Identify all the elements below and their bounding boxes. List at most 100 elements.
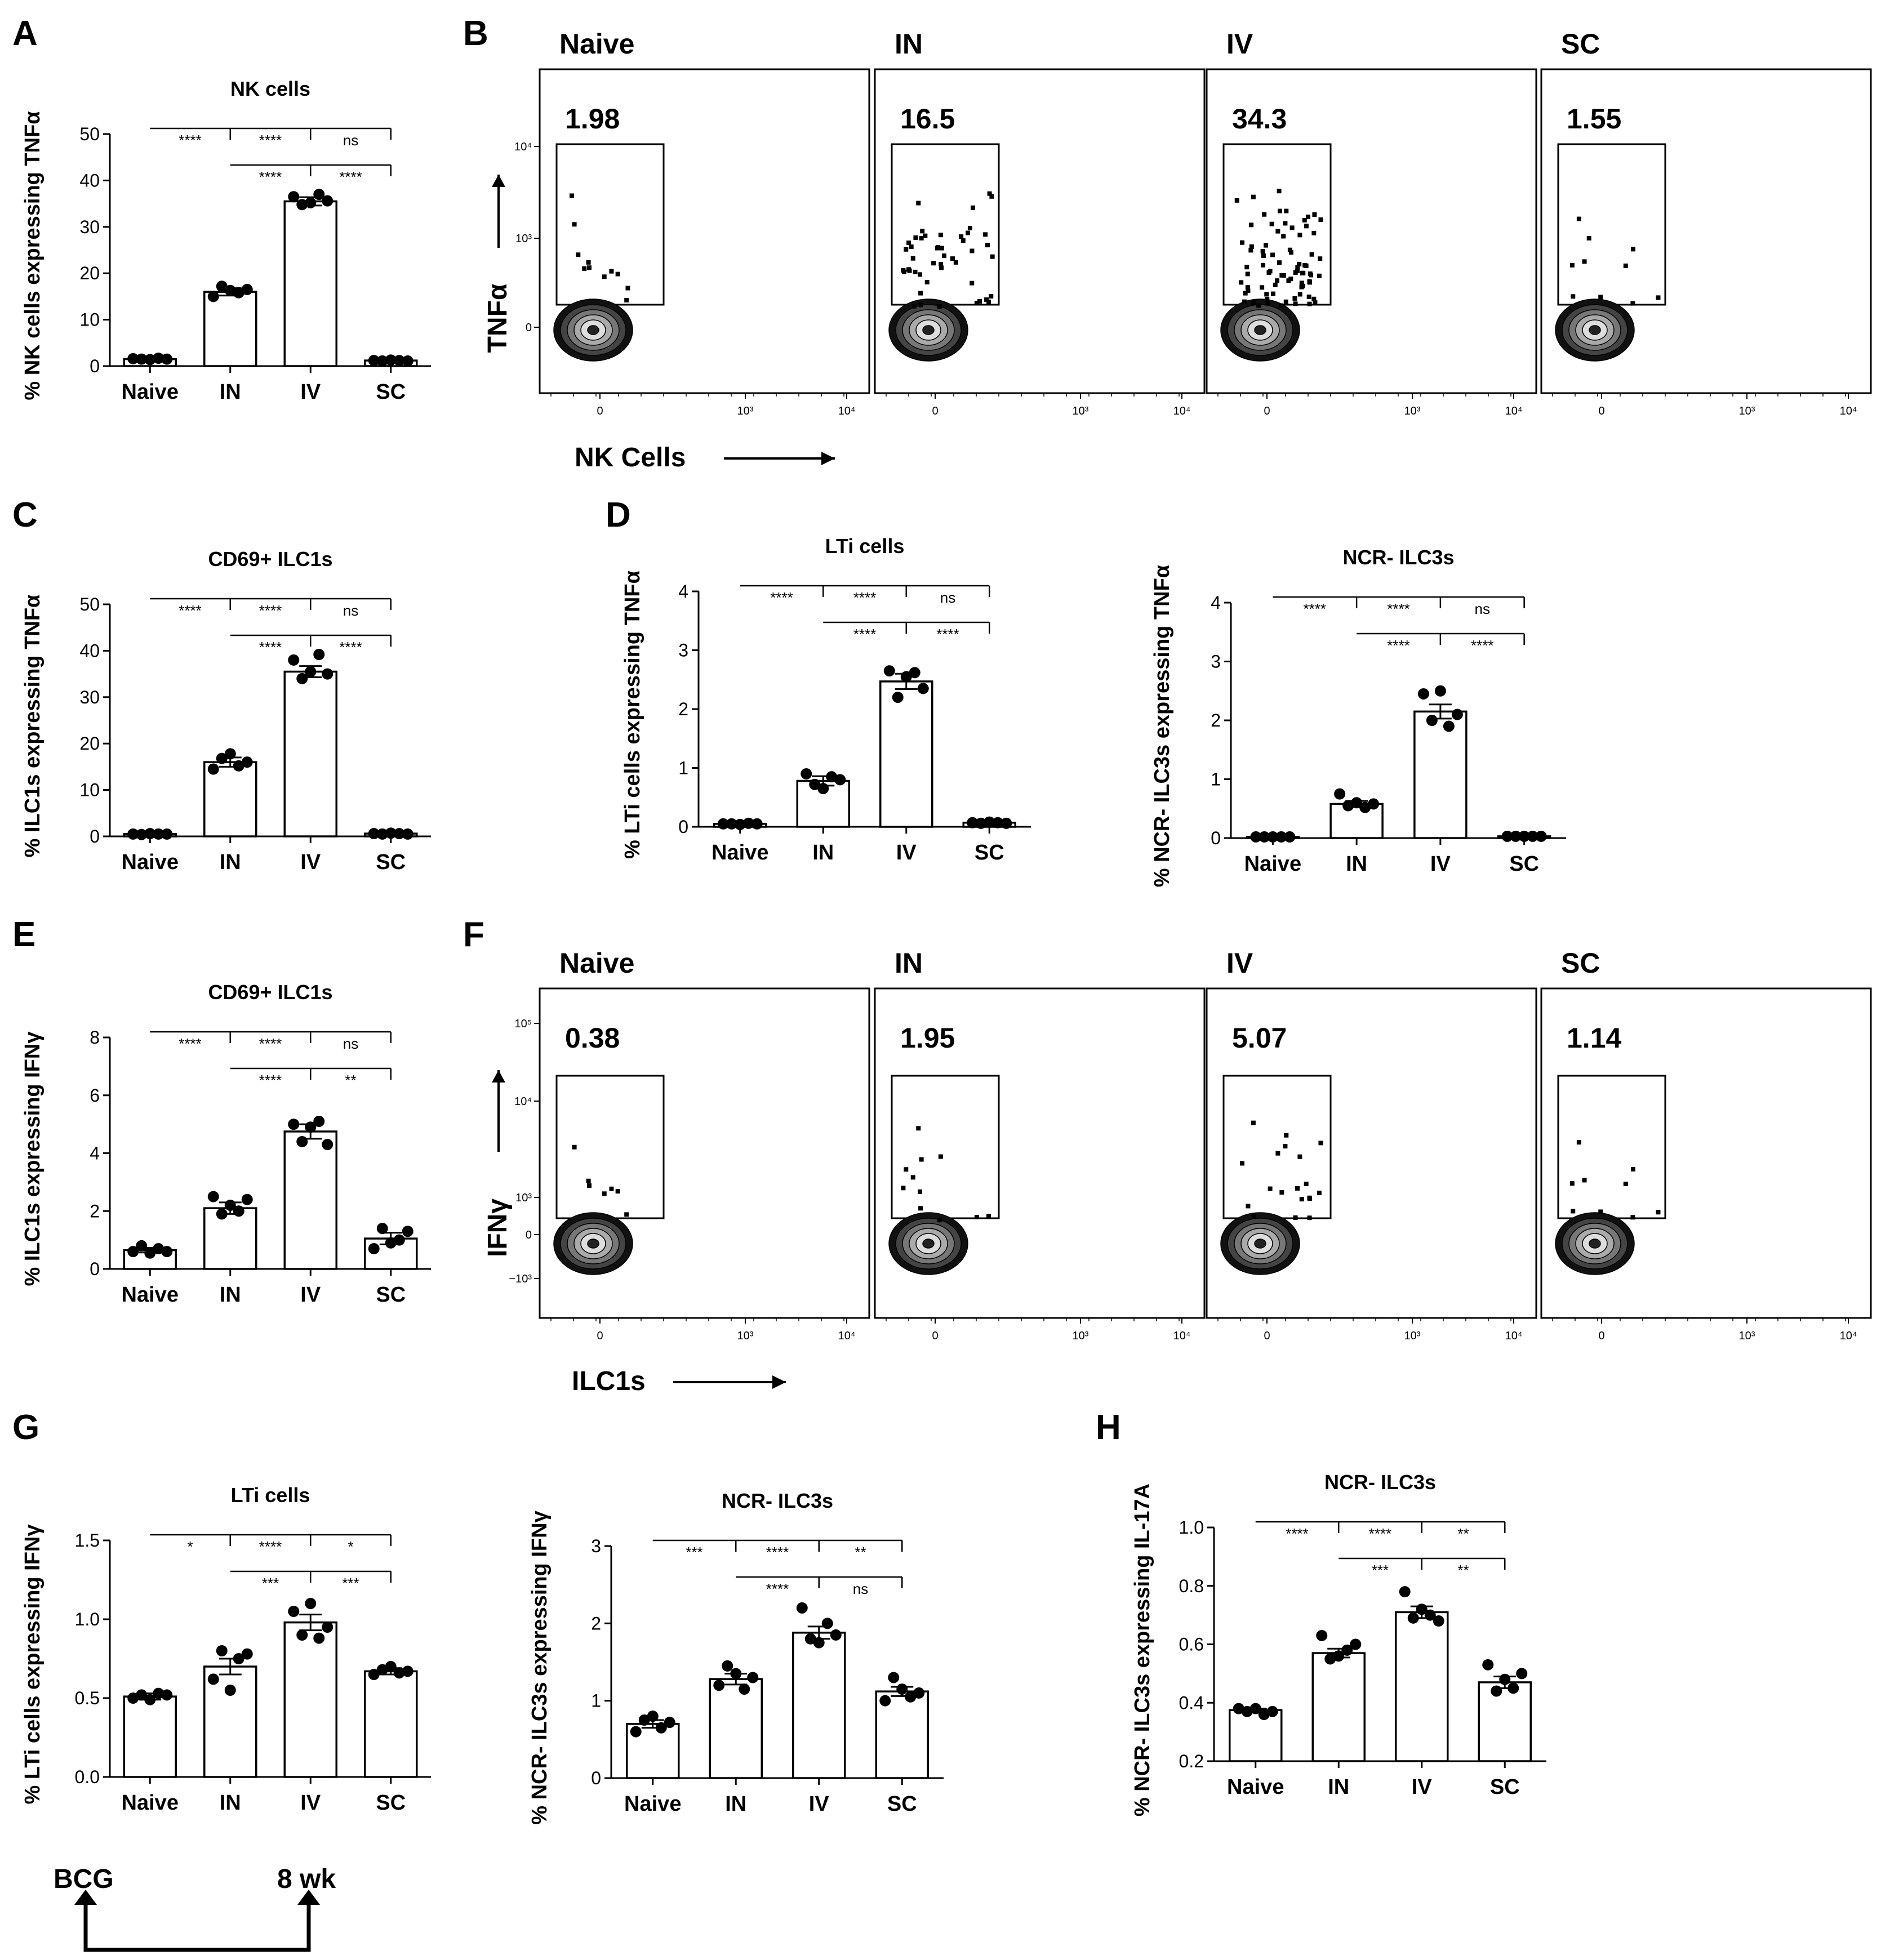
event-dot [1270,291,1275,296]
data-point [136,1689,148,1701]
x-category-label: SC [376,850,406,874]
y-tick-label: 1.0 [1179,1517,1204,1538]
y-tick-label: 40 [79,640,100,661]
bar-iv [283,200,337,367]
y-tick-label: 1 [678,758,688,778]
event-dot [1242,299,1247,304]
x-category-label: Naive [1244,852,1301,876]
significance-label: **** [1387,637,1409,654]
event-dot [582,266,587,271]
flow-plot-naive: Naive 0.38 0 10³ 10⁴ [539,947,870,1342]
x-tick-label: 0 [597,1330,603,1342]
data-point [296,1629,308,1641]
event-dot [1246,1204,1251,1209]
data-point [1417,688,1429,700]
y-tick-label: 2 [678,699,688,719]
event-dot [1623,263,1628,268]
event-dot [938,233,943,238]
y-tick-label: 0 [90,826,100,847]
event-dot [1279,303,1284,308]
data-point [313,1115,325,1127]
event-dot [1243,291,1248,296]
x-category-label: IN [812,841,834,865]
significance-label: ** [855,1544,866,1561]
bar-sc [364,1670,418,1778]
event-dot [1318,256,1323,261]
event-dot [1308,273,1313,278]
x-category-label: IN [725,1792,746,1816]
event-dot [906,267,911,272]
data-point [305,1121,317,1133]
event-dot [586,260,591,265]
y-tick-label: 4 [1211,593,1221,613]
x-category-label: IV [1412,1775,1433,1799]
gate-percentage: 0.38 [565,1022,620,1054]
data-point [241,1193,253,1205]
event-dot [916,1126,921,1131]
flow-plot-iv: IV 5.07 0 10³ 10⁴ [1206,947,1537,1342]
event-dot [974,301,979,306]
data-point [647,1710,659,1722]
data-point [385,827,397,839]
data-point [402,1665,413,1677]
event-dot [1630,247,1635,252]
event-dot [1297,1154,1302,1159]
y-tick-label: 0.8 [1179,1576,1204,1596]
significance-label: **** [259,168,282,185]
y-axis-title: % NCR- ILC3s expressing IL-17A [1131,1484,1154,1816]
flow-plot-sc: SC 1.55 0 10³ 10⁴ [1540,28,1872,417]
x-tick-label: 0 [1264,1330,1270,1342]
x-tick-label: 0 [1598,405,1604,417]
x-tick-label: 10³ [1073,1330,1089,1342]
event-dot [1576,1140,1581,1145]
y-tick-label: 1 [1211,769,1221,790]
event-dot [920,229,925,234]
flow-plot-sc: SC 1.14 0 10³ 10⁴ [1540,947,1872,1342]
y-tick-label: 2 [1211,710,1221,730]
data-point [638,1714,650,1726]
data-point [402,355,413,367]
event-dot [985,243,990,248]
data-point [241,1648,253,1660]
data-point [1433,1615,1444,1627]
data-point [296,1135,308,1147]
significance-label: **** [766,1544,789,1561]
y-tick-label: 10⁵ [514,1018,532,1030]
bar-iv [792,1632,846,1779]
data-point [1350,1638,1362,1650]
bar-iv [1395,1611,1449,1762]
event-dot [1251,194,1256,199]
event-dot [989,293,994,299]
significance-label: *** [686,1544,702,1561]
data-point [376,355,388,367]
y-tick-label: 3 [591,1536,601,1556]
sample-label: IV [1226,28,1253,60]
bar-in [203,1207,257,1270]
significance-label: **** [179,1035,201,1052]
x-category-label: Naive [1227,1775,1284,1799]
y-tick-label: 0.4 [1179,1692,1204,1713]
event-dot [911,304,917,309]
data-point [153,1243,164,1255]
significance-label: **** [1387,600,1409,617]
data-point [717,818,729,830]
data-point [905,1691,917,1703]
data-point [322,195,333,207]
data-point [144,354,156,366]
event-dot [1302,217,1307,222]
y-tick-label: 30 [79,687,100,707]
event-dot [1293,1215,1298,1220]
event-dot [1244,265,1249,270]
data-point [664,1717,675,1729]
chart-d-ncr-ilc3-tnf: NCR- ILC3s 0 1 2 3 4 % NCR- ILC3s expressing T… [1150,546,1566,887]
data-point [809,778,821,790]
event-dot [1251,301,1256,306]
significance-label: **** [259,1035,282,1052]
event-dot [1240,1161,1245,1166]
data-point [630,1726,642,1738]
event-dot [906,240,911,246]
data-point [1233,1703,1244,1714]
significance-label: **** [259,1538,282,1555]
data-point [730,1668,742,1680]
x-tick-label: 10³ [1739,1330,1755,1342]
